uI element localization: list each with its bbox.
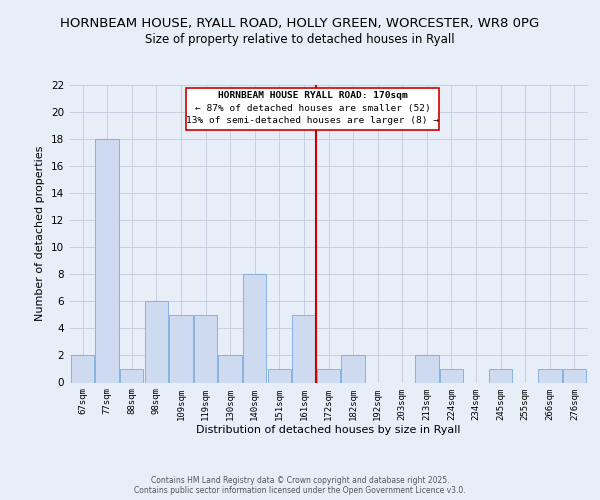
Bar <box>243 274 266 382</box>
Bar <box>489 369 512 382</box>
Text: Contains HM Land Registry data © Crown copyright and database right 2025.: Contains HM Land Registry data © Crown c… <box>151 476 449 485</box>
Bar <box>268 369 291 382</box>
Bar <box>218 356 242 382</box>
Bar <box>440 369 463 382</box>
Bar <box>563 369 586 382</box>
Bar <box>317 369 340 382</box>
Y-axis label: Number of detached properties: Number of detached properties <box>35 146 46 322</box>
Bar <box>341 356 365 382</box>
Bar <box>415 356 439 382</box>
Text: HORNBEAM HOUSE RYALL ROAD: 170sqm: HORNBEAM HOUSE RYALL ROAD: 170sqm <box>218 90 407 100</box>
Bar <box>120 369 143 382</box>
Bar <box>538 369 562 382</box>
Bar <box>95 139 119 382</box>
Bar <box>169 315 193 382</box>
Text: ← 87% of detached houses are smaller (52): ← 87% of detached houses are smaller (52… <box>194 104 430 112</box>
Bar <box>71 356 94 382</box>
Text: 13% of semi-detached houses are larger (8) →: 13% of semi-detached houses are larger (… <box>186 116 439 126</box>
X-axis label: Distribution of detached houses by size in Ryall: Distribution of detached houses by size … <box>196 425 461 435</box>
Text: Contains public sector information licensed under the Open Government Licence v3: Contains public sector information licen… <box>134 486 466 495</box>
Bar <box>145 302 168 382</box>
Bar <box>194 315 217 382</box>
Text: HORNBEAM HOUSE, RYALL ROAD, HOLLY GREEN, WORCESTER, WR8 0PG: HORNBEAM HOUSE, RYALL ROAD, HOLLY GREEN,… <box>61 18 539 30</box>
Bar <box>292 315 316 382</box>
FancyBboxPatch shape <box>186 88 439 130</box>
Text: Size of property relative to detached houses in Ryall: Size of property relative to detached ho… <box>145 32 455 46</box>
